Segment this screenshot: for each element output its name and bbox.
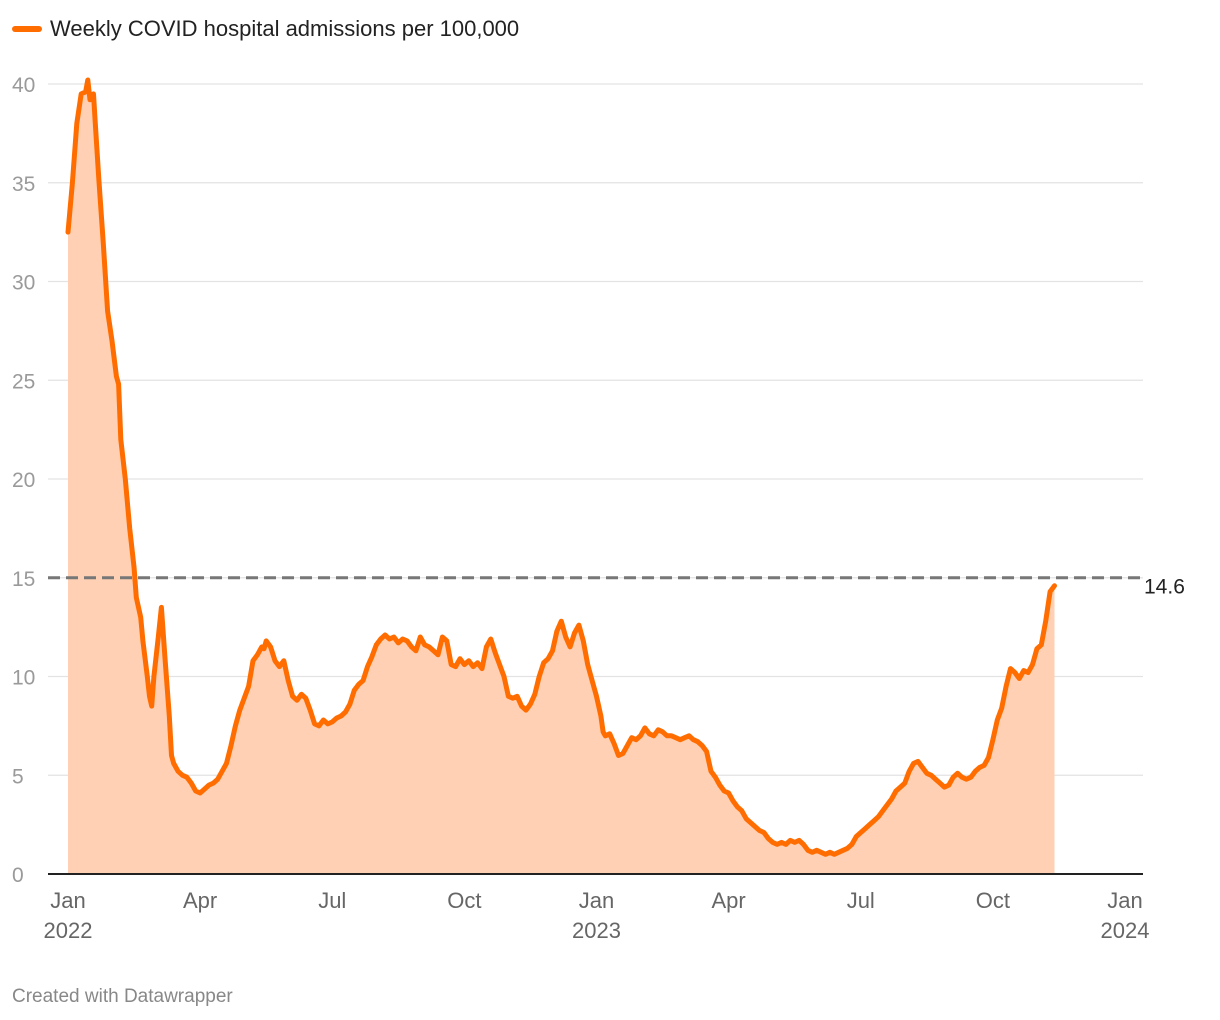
- legend-label: Weekly COVID hospital admissions per 100…: [50, 16, 520, 41]
- x-tick-year-label: 2023: [572, 918, 621, 943]
- y-tick-label: 30: [12, 272, 35, 295]
- legend: Weekly COVID hospital admissions per 100…: [12, 16, 519, 42]
- x-axis-ticks: Jan 2022 Apr Jul Oct Jan 2023 Apr Jul Oct Jan 2024: [44, 888, 1150, 943]
- x-tick-label: Jan: [1107, 888, 1142, 913]
- area-fill: [68, 80, 1055, 874]
- x-tick-label: Apr: [183, 888, 217, 913]
- y-axis-ticks: 0 5 10 15 20 25 30 35 40: [12, 74, 35, 887]
- gridlines: [48, 83, 1143, 776]
- y-tick-label: 20: [12, 469, 35, 492]
- x-tick-label: Jul: [318, 888, 346, 913]
- y-tick-label: 0: [12, 864, 24, 887]
- y-tick-label: 5: [12, 765, 24, 788]
- x-tick-label: Jan: [579, 888, 614, 913]
- y-tick-label: 40: [12, 74, 35, 97]
- legend-swatch: [12, 26, 42, 32]
- y-tick-label: 15: [12, 568, 35, 591]
- x-tick-label: Oct: [447, 888, 481, 913]
- x-tick-label: Oct: [976, 888, 1010, 913]
- x-tick-label: Jul: [847, 888, 875, 913]
- end-value-label: 14.6: [1144, 576, 1185, 599]
- x-tick-year-label: 2022: [44, 918, 93, 943]
- y-tick-label: 25: [12, 370, 35, 393]
- line-chart: 0 5 10 15 20 25 30 35 40 Jan 2022 Apr Jul Oct Jan 2023…: [12, 74, 1185, 943]
- x-tick-label: Apr: [712, 888, 746, 913]
- series-line: [65, 77, 1057, 857]
- y-tick-label: 10: [12, 667, 35, 690]
- x-tick-label: Jan: [50, 888, 85, 913]
- credit-text: Created with Datawrapper: [12, 986, 233, 1007]
- x-tick-year-label: 2024: [1101, 918, 1150, 943]
- y-tick-label: 35: [12, 173, 35, 196]
